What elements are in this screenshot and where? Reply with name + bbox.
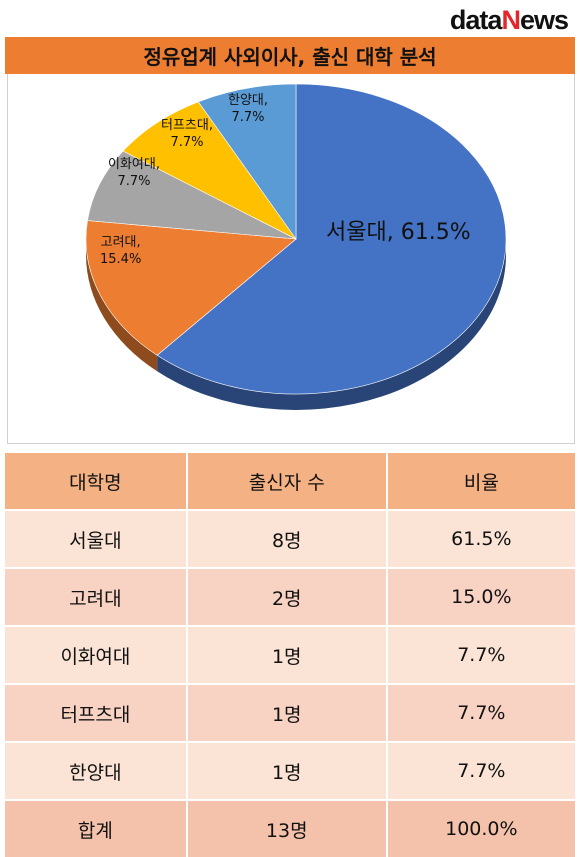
pie-side-고려대: [86, 239, 158, 372]
table-row: 터프츠대 1명 7.7%: [5, 683, 575, 742]
total-label: 합계: [5, 799, 187, 857]
pie-slice-터프츠대: [122, 101, 297, 240]
pie-slice-한양대: [197, 83, 297, 240]
pie-chart: 서울대, 61.5% 고려대, 15.4% 이화여대, 7.7% 터프츠대, 7…: [7, 74, 575, 444]
cell-ratio: 15.0%: [385, 567, 575, 626]
cell-ratio: 7.7%: [385, 741, 575, 800]
table-row: 이화여대 1명 7.7%: [5, 625, 575, 684]
pie-slice-서울대: [156, 83, 507, 395]
logo-text-n: N: [501, 5, 520, 35]
table-total-row: 합계 13명 100.0%: [5, 799, 575, 857]
total-count: 13명: [185, 799, 387, 857]
logo-text-ews: ews: [519, 5, 569, 35]
slice-label-서울대: 서울대, 61.5%: [326, 220, 471, 245]
slice-label-터프츠대: 터프츠대, 7.7%: [161, 118, 213, 150]
pie-slice-고려대: [85, 220, 297, 356]
cell-count: 1명: [185, 741, 387, 800]
cell-university: 이화여대: [5, 625, 187, 684]
cell-ratio: 7.7%: [385, 625, 575, 684]
cell-university: 서울대: [5, 509, 187, 568]
slice-label-고려대: 고려대, 15.4%: [100, 235, 142, 267]
cell-university: 고려대: [5, 567, 187, 626]
cell-university: 터프츠대: [5, 683, 187, 742]
logo-text-data: data: [449, 5, 503, 35]
total-ratio: 100.0%: [385, 799, 575, 857]
pie-chart-svg: [85, 83, 507, 411]
cell-ratio: 7.7%: [385, 683, 575, 742]
header-count: 출신자 수: [185, 453, 387, 510]
header-ratio: 비율: [385, 453, 575, 510]
chart-title-text: 정유업계 사외이사, 출신 대학 분석: [143, 45, 437, 69]
table-row: 한양대 1명 7.7%: [5, 741, 575, 800]
table-header-row: 대학명 출신자 수 비율: [5, 453, 575, 510]
chart-title: 정유업계 사외이사, 출신 대학 분석: [5, 37, 575, 74]
slice-label-한양대: 한양대, 7.7%: [228, 93, 269, 125]
header-university: 대학명: [5, 453, 187, 510]
table-row: 서울대 8명 61.5%: [5, 509, 575, 568]
cell-count: 1명: [185, 625, 387, 684]
slice-label-이화여대: 이화여대, 7.7%: [108, 157, 160, 189]
cell-ratio: 61.5%: [385, 509, 575, 568]
pie-slice-이화여대: [87, 150, 297, 240]
pie-side-서울대: [157, 239, 506, 411]
cell-count: 2명: [185, 567, 387, 626]
cell-university: 한양대: [5, 741, 187, 800]
table-row: 고려대 2명 15.0%: [5, 567, 575, 626]
cell-count: 8명: [185, 509, 387, 568]
university-table: 대학명 출신자 수 비율 서울대 8명 61.5% 고려대 2명 15.0% 이…: [5, 453, 575, 857]
cell-count: 1명: [185, 683, 387, 742]
